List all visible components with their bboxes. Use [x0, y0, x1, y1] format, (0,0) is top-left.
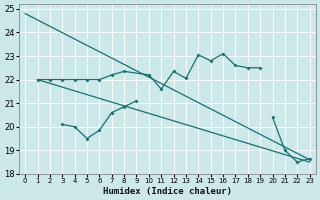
X-axis label: Humidex (Indice chaleur): Humidex (Indice chaleur): [103, 187, 232, 196]
